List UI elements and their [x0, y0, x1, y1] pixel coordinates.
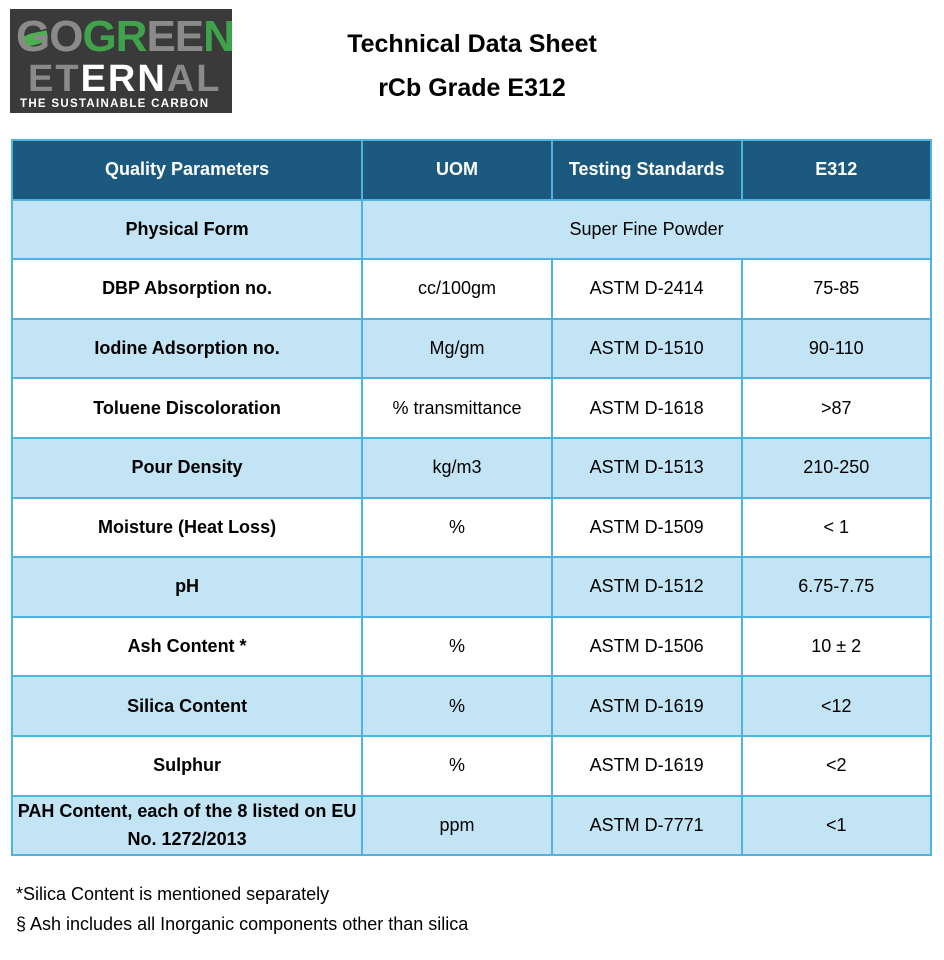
uom-cell: ppm	[361, 794, 553, 857]
company-logo: GOGREEN ETERNAL THE SUSTAINABLE CARBON	[10, 9, 235, 113]
table-row: Pour Density kg/m3 ASTM D-1513 210-250	[10, 436, 932, 499]
value-cell: 90-110	[740, 317, 932, 380]
param-cell: Toluene Discoloration	[10, 377, 364, 439]
standard-cell: ASTM D-7771	[550, 794, 743, 857]
logo-line2: ETERNAL	[28, 58, 222, 100]
uom-cell: % transmittance	[361, 377, 553, 439]
param-cell: Sulphur	[10, 734, 364, 797]
param-cell: DBP Absorption no.	[10, 258, 364, 320]
uom-cell	[361, 556, 553, 618]
table-row: Toluene Discoloration% transmittance ASTM…	[10, 377, 932, 439]
param-cell: PAH Content, each of the 8 listed on EU …	[10, 794, 364, 857]
value-cell: 75-85	[740, 258, 932, 320]
uom-cell: %	[361, 615, 553, 678]
footnote: *Silica Content is mentioned separately	[16, 884, 330, 904]
uom-cell: %	[361, 734, 553, 797]
logo-tagline: THE SUSTAINABLE CARBON	[20, 98, 210, 110]
physical-form-value: Super Fine Powder	[361, 198, 932, 261]
header-uom: UOM	[361, 139, 553, 201]
table-row: Silica Content% ASTM D-1619 <12	[10, 675, 932, 737]
table-row: Sulphur% ASTM D-1619 <2	[10, 734, 932, 797]
param-cell: Pour Density	[10, 436, 364, 499]
table-row: DBP Absorption no. cc/100gm ASTM D-2414 75-…	[10, 258, 932, 320]
page-title: Technical Data Sheet	[347, 30, 597, 58]
uom-cell: %	[361, 496, 553, 559]
param-cell: Ash Content *	[10, 615, 364, 678]
value-cell: 10 ± 2	[740, 615, 932, 678]
value-cell: >87	[740, 377, 932, 439]
standard-cell: ASTM D-1619	[550, 675, 743, 737]
footnote: § Ash includes all Inorganic components …	[16, 914, 469, 934]
value-cell: 210-250	[740, 436, 932, 499]
table-row: Iodine Adsorption no. Mg/gm ASTM D-1510 90-…	[10, 317, 932, 380]
data-table: Quality Parameters UOM Testing Standards…	[10, 139, 932, 857]
uom-cell: Mg/gm	[361, 317, 553, 380]
standard-cell: ASTM D-1618	[550, 377, 743, 439]
standard-cell: ASTM D-1513	[550, 436, 743, 499]
header-testing-standards: Testing Standards	[550, 139, 743, 201]
param-cell: Physical Form	[10, 198, 364, 261]
header-quality-parameters: Quality Parameters	[10, 139, 364, 201]
param-cell: Moisture (Heat Loss)	[10, 496, 364, 559]
table-row: PAH Content, each of the 8 listed on EU …	[10, 794, 932, 857]
header-e312: E312	[740, 139, 932, 201]
logo-line1: GOGREEN	[16, 12, 235, 61]
table-row: Physical Form Super Fine Powder	[10, 198, 932, 261]
uom-cell: cc/100gm	[361, 258, 553, 320]
uom-cell: %	[361, 675, 553, 737]
standard-cell: ASTM D-1512	[550, 556, 743, 618]
standard-cell: ASTM D-1509	[550, 496, 743, 559]
table-row: Moisture (Heat Loss)% ASTM D-1509 < 1	[10, 496, 932, 559]
value-cell: 6.75-7.75	[740, 556, 932, 618]
value-cell: <12	[740, 675, 932, 737]
table-row: pH ASTM D-1512 6.75-7.75	[10, 556, 932, 618]
table-header-row: Quality Parameters UOM Testing Standards…	[10, 139, 932, 201]
standard-cell: ASTM D-1510	[550, 317, 743, 380]
page-subtitle: rCb Grade E312	[378, 74, 566, 102]
param-cell: Silica Content	[10, 675, 364, 737]
value-cell: <2	[740, 734, 932, 797]
param-cell: pH	[10, 556, 364, 618]
uom-cell: kg/m3	[361, 436, 553, 499]
standard-cell: ASTM D-2414	[550, 258, 743, 320]
value-cell: <1	[740, 794, 932, 857]
table-row: Ash Content *% ASTM D-1506 10 ± 2	[10, 615, 932, 678]
standard-cell: ASTM D-1619	[550, 734, 743, 797]
standard-cell: ASTM D-1506	[550, 615, 743, 678]
param-cell: Iodine Adsorption no.	[10, 317, 364, 380]
value-cell: < 1	[740, 496, 932, 559]
